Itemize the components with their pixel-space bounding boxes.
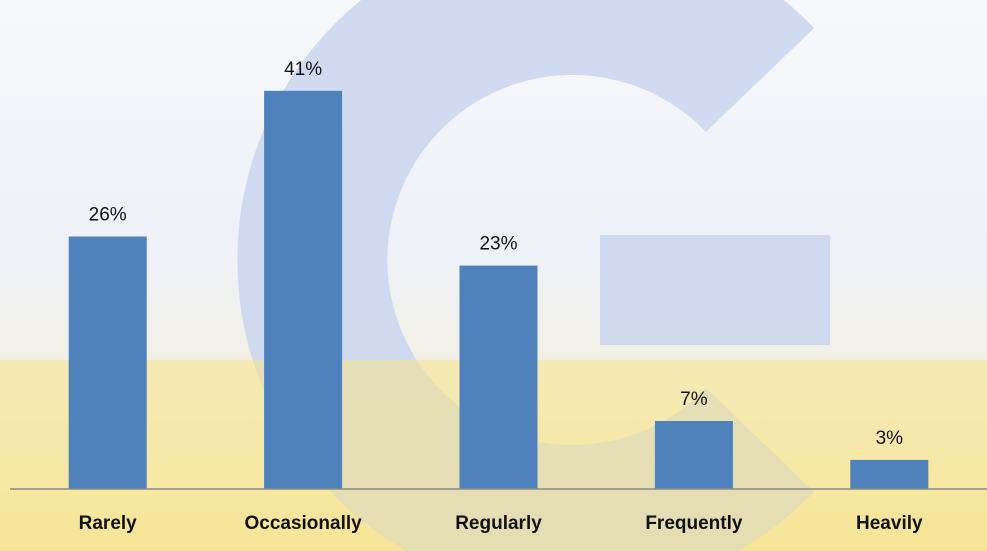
category-label-frequently: Frequently — [645, 513, 743, 534]
category-label-rarely: Rarely — [79, 513, 138, 534]
value-labels-layer: 26% 41% 23% 7% 3% — [89, 59, 903, 449]
value-label-frequently: 7% — [680, 389, 708, 410]
category-label-heavily: Heavily — [856, 513, 923, 534]
bar-regularly — [459, 265, 538, 489]
value-label-occasionally: 41% — [284, 59, 322, 80]
bars-layer — [68, 90, 929, 490]
bar-frequently — [654, 421, 733, 489]
category-labels-layer: Rarely Occasionally Regularly Frequently Hea… — [79, 513, 923, 534]
bar-heavily — [850, 459, 929, 489]
bar-occasionally — [264, 90, 343, 490]
value-label-rarely: 26% — [89, 205, 127, 226]
category-label-occasionally: Occasionally — [244, 513, 362, 534]
bar-rarely — [68, 236, 147, 489]
value-label-regularly: 23% — [479, 234, 517, 255]
value-label-heavily: 3% — [876, 428, 904, 449]
category-label-regularly: Regularly — [455, 513, 542, 534]
